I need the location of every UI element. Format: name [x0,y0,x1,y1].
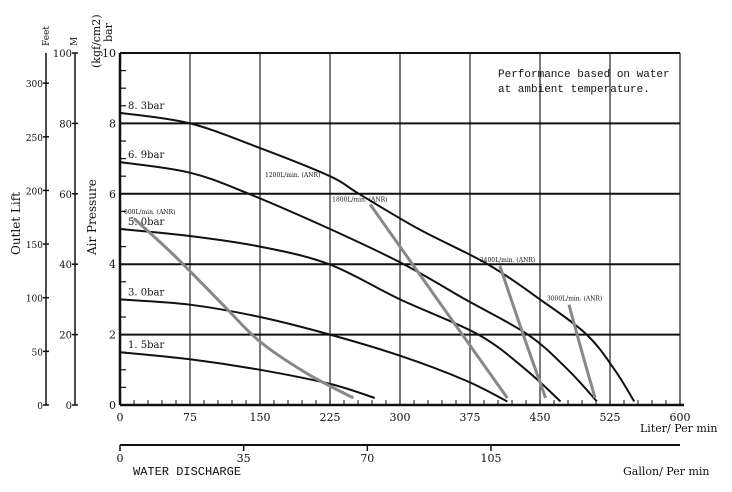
m-tick-label: 0 [66,401,72,412]
air-consumption-label: 1800L/min. (ANR) [332,196,387,203]
series: 8. 3bar 6. 9bar 5. 0bar 3. 0bar 1. 5bar 600L/… [119,101,636,403]
x2-axis-title: WATER DISCHARGE [133,465,241,479]
x-tick-label: 75 [183,411,197,424]
y-title: Outlet Lift [9,192,23,255]
m-tick-label: 20 [59,331,72,342]
y-axis-unit-1: (kgf/cm2) [90,14,103,68]
y-tick-label: 8 [109,117,116,130]
feet-tick-label: 0 [37,402,43,412]
y-tick-label: 0 [109,399,116,412]
x2-tick-label: 105 [480,452,501,465]
pressure-curve [119,298,508,403]
air-consumption-line [132,217,355,400]
y-axis-label: Air Pressure [85,179,99,256]
pressure-curve [119,228,562,403]
x-tick-label: 525 [600,411,621,424]
x-axis-label: Liter/ Per min [640,422,717,435]
m-tick-label: 40 [59,260,72,271]
x-tick-label: 600 [670,411,691,424]
note-line-1: Performance based on water [498,69,670,81]
feet-tick-label: 100 [26,295,43,305]
x2-axis-label: Gallon/ Per min [623,465,710,478]
feet-tick-label: 50 [32,348,44,358]
grid [120,52,681,405]
pressure-curve-label: 5. 0bar [128,217,164,228]
x-tick-label: 300 [390,411,411,424]
pressure-curve [119,351,376,399]
y-tick-label: 2 [109,329,116,342]
y-tick-label: 6 [109,188,116,201]
pressure-curve-label: 8. 3bar [128,101,164,112]
x-tick-label: 150 [250,411,271,424]
x2-tick-label: 70 [360,452,374,465]
feet-label: Feet [42,26,52,46]
feet-tick-label: 150 [26,241,43,251]
air-consumption-line [567,304,597,399]
x-tick-label: 0 [117,411,124,424]
feet-tick-label: 300 [26,80,43,90]
x-tick-label: 225 [320,411,341,424]
air-consumption-line [368,203,509,399]
x2-tick-label: 35 [237,452,251,465]
feet-tick-label: 200 [26,187,43,197]
air-consumption-label: 600L/min. (ANR) [124,209,176,216]
feet-tick-label: 250 [26,134,43,144]
m-label: M [70,37,80,46]
air-consumption-label: 3000L/min. (ANR) [547,296,602,303]
m-tick-label: 60 [59,190,72,201]
y-axis-unit-2: bar [102,22,115,42]
note-line-2: at ambient temperature. [498,84,650,96]
m-tick-label: 80 [59,119,72,130]
pressure-curve-label: 1. 5bar [128,340,164,351]
m-tick-label: 100 [53,49,72,60]
pressure-curve [119,111,636,403]
x-tick-label: 450 [530,411,551,424]
pressure-curve-label: 6. 9bar [128,150,164,161]
air-consumption-label: 2400L/min. (ANR) [480,257,535,264]
pressure-curve [119,161,598,403]
x2-tick-label: 0 [117,452,124,465]
x-tick-label: 375 [460,411,481,424]
air-consumption-line [498,265,548,399]
air-consumption-label: 1200L/min. (ANR) [265,172,320,179]
pressure-curve-label: 3. 0bar [128,287,164,298]
y-tick-label: 10 [102,47,116,60]
y-tick-label: 4 [109,258,116,271]
